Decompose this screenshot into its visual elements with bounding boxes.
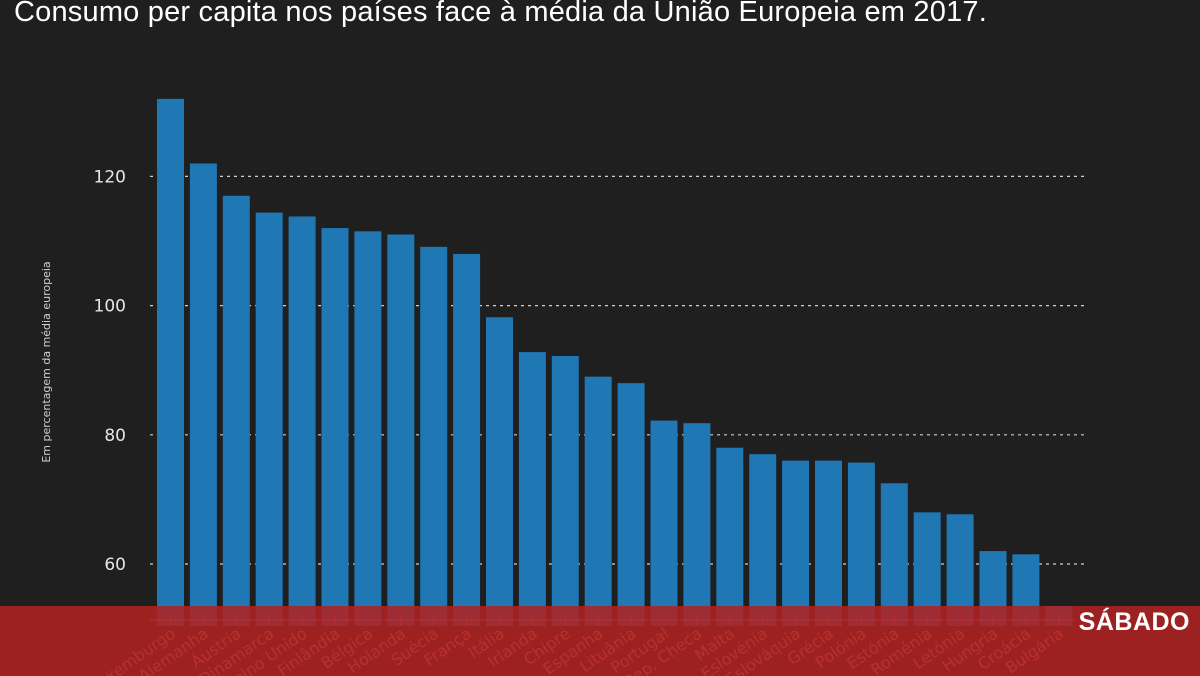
chart-title: Consumo per capita nos países face à méd…: [14, 0, 987, 28]
bar: [518, 352, 546, 626]
y-tick-label: 100: [94, 297, 126, 317]
bar: [716, 447, 744, 626]
bars: [157, 98, 1073, 627]
bar: [387, 234, 415, 627]
bar: [880, 483, 908, 626]
bar: [847, 462, 875, 626]
bar: [749, 454, 777, 626]
bar: [486, 317, 513, 626]
bar: [420, 246, 448, 626]
y-tick-label: 80: [104, 426, 126, 446]
bar: [157, 98, 184, 626]
bar: [815, 460, 842, 626]
bar: [584, 376, 612, 626]
bar: [453, 253, 481, 627]
brand-logo: SÁBADO: [1078, 608, 1190, 636]
y-tick-label: 120: [94, 167, 126, 187]
brand-banner: [0, 606, 1200, 676]
y-axis-label: Em percentagem da média europeia: [40, 261, 53, 462]
bar: [189, 163, 217, 627]
bar: [683, 423, 711, 626]
bar: [551, 355, 579, 626]
bar: [222, 195, 250, 626]
bar: [354, 231, 382, 626]
bar: [617, 383, 645, 626]
bar: [321, 228, 349, 626]
bar: [782, 460, 810, 626]
y-tick-labels: 60 80 100 120: [94, 167, 126, 575]
bar: [255, 212, 283, 627]
bar: [288, 216, 316, 626]
bar: [650, 420, 678, 626]
y-tick-label: 60: [104, 555, 126, 575]
